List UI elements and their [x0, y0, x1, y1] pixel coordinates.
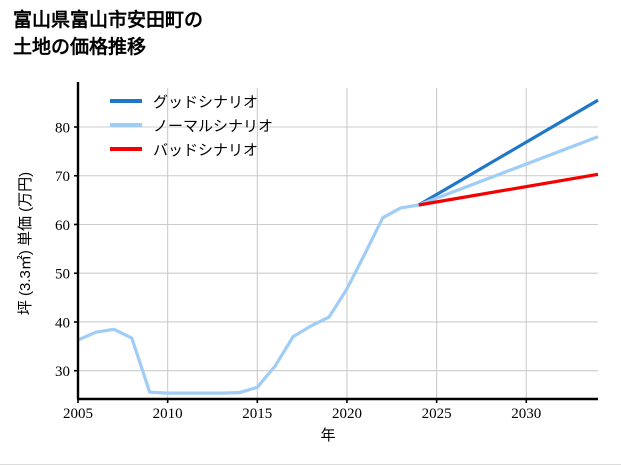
- x-tick-label: 2005: [63, 406, 93, 422]
- series-line-good: [417, 98, 599, 207]
- series-group: [77, 98, 599, 395]
- chart-title: 富山県富山市安田町の 土地の価格推移: [13, 10, 204, 58]
- y-tick-label: 60: [55, 218, 70, 234]
- y-tick-label: 40: [55, 315, 70, 331]
- gridlines-group: [78, 88, 598, 399]
- x-axis-title: 年: [320, 427, 335, 444]
- y-tick-label: 30: [55, 364, 70, 380]
- series-line-bad: [418, 172, 599, 207]
- legend-label-2: バッドシナリオ: [153, 143, 258, 159]
- legend-label-0: グッドシナリオ: [153, 94, 258, 111]
- series-line-normal: [77, 135, 599, 395]
- axis-titles-group: 年 坪 (3.3㎡) 単価 (万円): [17, 172, 336, 444]
- y-tick-label: 50: [55, 267, 70, 283]
- x-tick-label: 2020: [332, 406, 362, 422]
- axes-group: [74, 82, 598, 403]
- x-tick-label: 2015: [242, 406, 272, 422]
- legend-label-1: ノーマルシナリオ: [153, 119, 273, 135]
- x-tick-label: 2010: [153, 406, 183, 422]
- y-tick-label: 70: [55, 169, 70, 185]
- y-tick-label: 80: [55, 120, 70, 136]
- tick-labels-group: 30 40 50 60 70 80 2005 2010 2015 2020 2025 2030: [55, 120, 541, 422]
- x-tick-label: 2030: [511, 406, 541, 422]
- x-tick-label: 2025: [422, 406, 452, 422]
- y-axis-title: 坪 (3.3㎡) 単価 (万円): [17, 172, 34, 315]
